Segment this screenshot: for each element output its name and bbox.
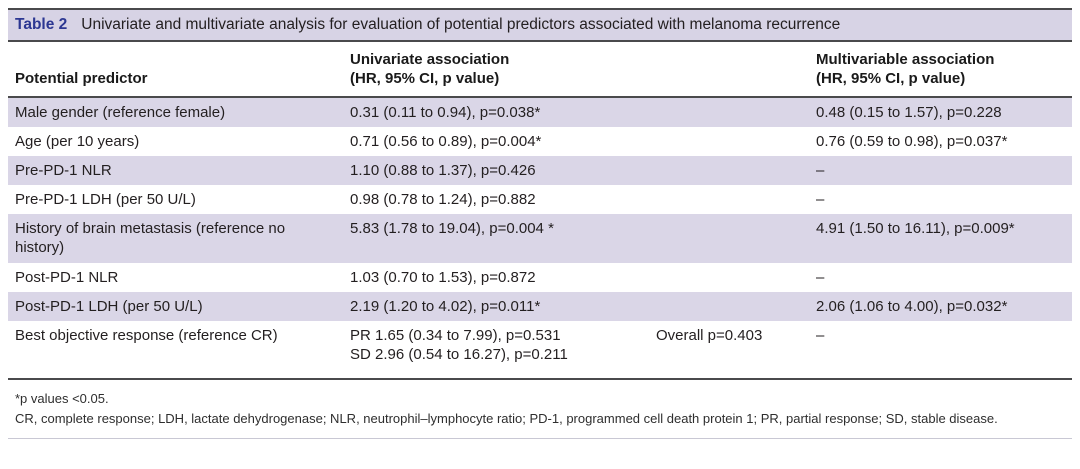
- univariate-cell: 2.19 (1.20 to 4.02), p=0.011*: [343, 291, 649, 321]
- table-body: Male gender (reference female) 0.31 (0.1…: [8, 96, 1073, 380]
- table-footnotes: *p values <0.05. CR, complete response; …: [8, 380, 1072, 440]
- overall-cell: [649, 127, 809, 156]
- overall-cell: Overall p=0.403: [656, 327, 763, 344]
- table-header: Potential predictor Univariate associati…: [8, 42, 1073, 98]
- table-row: Post-PD-1 NLR 1.03 (0.70 to 1.53), p=0.8…: [8, 263, 1072, 292]
- multivariable-cell: –: [809, 155, 1073, 186]
- univariate-cell: 1.10 (0.88 to 1.37), p=0.426: [343, 155, 649, 186]
- predictors-table: Potential predictor Univariate associati…: [8, 42, 1073, 381]
- univariate-cell: 0.98 (0.78 to 1.24), p=0.882: [350, 191, 536, 209]
- footnote-abbreviations: CR, complete response; LDH, lactate dehy…: [15, 410, 998, 426]
- multivariable-cell: –: [816, 191, 825, 209]
- table-row: Pre-PD-1 NLR 1.10 (0.88 to 1.37), p=0.42…: [8, 155, 1073, 186]
- table-2: Table 2 Univariate and multivariate anal…: [8, 8, 1073, 440]
- multivariable-cell: 4.91 (1.50 to 16.11), p=0.009*: [809, 214, 1073, 263]
- overall-cell: [649, 96, 810, 127]
- predictor-cell: History of brain metastasis (reference n…: [8, 214, 343, 263]
- table-row: Post-PD-1 LDH (per 50 U/L) 2.19 (1.20 to…: [8, 291, 1073, 321]
- overall-cell: [649, 263, 809, 292]
- table-row: Pre-PD-1 LDH (per 50 U/L) 0.98 (0.78 to …: [8, 185, 1072, 214]
- table-label: Table 2: [15, 16, 68, 33]
- predictor-cell: Male gender (reference female): [8, 96, 343, 127]
- column-header-predictor: Potential predictor: [8, 42, 343, 98]
- table-title-band: Table 2 Univariate and multivariate anal…: [8, 10, 1072, 42]
- table-row: Best objective response (reference CR) P…: [8, 321, 1072, 379]
- univariate-cell: 0.31 (0.11 to 0.94), p=0.038*: [343, 96, 649, 127]
- overall-cell: [649, 185, 809, 214]
- column-header-univariate: Univariate association (HR, 95% CI, p va…: [343, 42, 810, 98]
- page: Table 2 Univariate and multivariate anal…: [8, 8, 1073, 440]
- multivariable-cell: 0.76 (0.59 to 0.98), p=0.037*: [816, 132, 1008, 150]
- table-row: History of brain metastasis (reference n…: [8, 214, 1073, 263]
- table-title: Univariate and multivariate analysis for…: [81, 16, 841, 33]
- predictor-cell: Post-PD-1 LDH (per 50 U/L): [8, 291, 343, 321]
- predictor-cell: Age (per 10 years): [15, 132, 140, 150]
- table-row: Age (per 10 years) 0.71 (0.56 to 0.89), …: [8, 127, 1072, 156]
- univariate-cell: 1.03 (0.70 to 1.53), p=0.872: [350, 268, 536, 286]
- overall-cell: [649, 291, 810, 321]
- univariate-cell: 0.71 (0.56 to 0.89), p=0.004*: [350, 132, 542, 150]
- multivariable-cell: –: [816, 268, 825, 286]
- multivariable-cell: 0.48 (0.15 to 1.57), p=0.228: [809, 96, 1073, 127]
- header-row: Potential predictor Univariate associati…: [8, 42, 1073, 98]
- predictor-cell: Pre-PD-1 LDH (per 50 U/L): [15, 191, 196, 209]
- overall-cell: [649, 155, 810, 186]
- footnote-significance: *p values <0.05.: [15, 391, 109, 407]
- univariate-cell: PR 1.65 (0.34 to 7.99), p=0.531 SD 2.96 …: [350, 327, 568, 364]
- table-row: Male gender (reference female) 0.31 (0.1…: [8, 96, 1073, 127]
- predictor-cell: Best objective response (reference CR): [15, 327, 278, 344]
- predictor-cell: Post-PD-1 NLR: [15, 268, 119, 286]
- overall-cell: [649, 214, 810, 263]
- column-header-multivariable: Multivariable association (HR, 95% CI, p…: [809, 42, 1073, 98]
- multivariable-cell: –: [816, 327, 825, 344]
- predictor-cell: Pre-PD-1 NLR: [8, 155, 343, 186]
- univariate-cell: 5.83 (1.78 to 19.04), p=0.004 *: [343, 214, 649, 263]
- multivariable-cell: 2.06 (1.06 to 4.00), p=0.032*: [809, 291, 1073, 321]
